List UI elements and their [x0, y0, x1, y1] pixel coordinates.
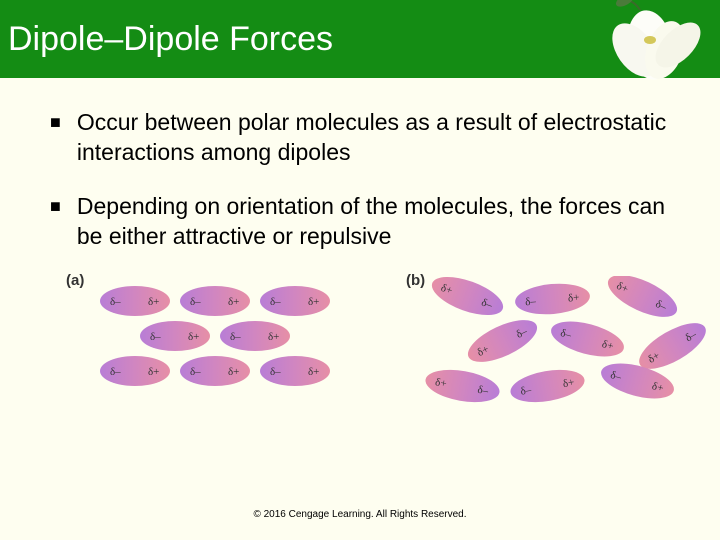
svg-text:δ+: δ+ [228, 366, 239, 378]
bullet-text: Occur between polar molecules as a resul… [77, 108, 680, 168]
svg-text:δ+: δ+ [188, 331, 199, 343]
panel-b: (b) δ+δ–δ–δ+δ+δ–δ+δ–δ–δ+δ+δ–δ+δ–δ–δ+δ–δ+ [410, 276, 720, 416]
bullet-item: ■ Occur between polar molecules as a res… [50, 108, 680, 168]
svg-text:δ+: δ+ [148, 296, 159, 308]
copyright-footer: © 2016 Cengage Learning. All Rights Rese… [0, 509, 720, 520]
svg-text:δ+: δ+ [562, 376, 575, 390]
svg-text:δ+: δ+ [434, 376, 447, 390]
svg-text:δ+: δ+ [268, 331, 279, 343]
svg-text:δ–: δ– [190, 366, 201, 378]
svg-text:δ–: δ– [150, 331, 161, 343]
title-bar: Dipole–Dipole Forces [0, 0, 720, 78]
svg-text:δ–: δ– [270, 366, 281, 378]
content-area: ■ Occur between polar molecules as a res… [0, 78, 720, 416]
svg-text:δ+: δ+ [308, 296, 319, 308]
svg-text:δ–: δ– [110, 366, 121, 378]
svg-text:δ–: δ– [110, 296, 121, 308]
flower-decoration [590, 0, 710, 80]
svg-text:δ+: δ+ [568, 291, 580, 304]
panel-a: (a) δ–δ+δ–δ+δ–δ+δ–δ+δ–δ+δ–δ+δ–δ+δ–δ+ [70, 276, 350, 406]
slide-title: Dipole–Dipole Forces [0, 20, 333, 59]
svg-text:δ–: δ– [190, 296, 201, 308]
bullet-marker: ■ [50, 196, 61, 252]
panel-b-label: (b) [406, 272, 425, 289]
panel-a-molecules: δ– δ+ δ– δ+ δ– δ+ δ– δ+ δ– δ+ δ– δ+ δ– δ+ δ– δ+ [70, 276, 350, 406]
panel-b-molecules: δ+δ–δ–δ+δ+δ–δ+δ–δ–δ+δ+δ–δ+δ–δ–δ+δ–δ+ [410, 276, 720, 416]
svg-text:δ–: δ– [230, 331, 241, 343]
svg-text:δ–: δ– [270, 296, 281, 308]
panel-a-label: (a) [66, 272, 84, 289]
svg-text:δ+: δ+ [148, 366, 159, 378]
svg-text:δ+: δ+ [228, 296, 239, 308]
bullet-marker: ■ [50, 112, 61, 168]
svg-text:δ–: δ– [525, 295, 537, 308]
bullet-item: ■ Depending on orientation of the molecu… [50, 192, 680, 252]
svg-text:δ+: δ+ [308, 366, 319, 378]
diagram-container: (a) δ–δ+δ–δ+δ–δ+δ–δ+δ–δ+δ–δ+δ–δ+δ–δ+ (b)… [50, 276, 680, 416]
bullet-text: Depending on orientation of the molecule… [77, 192, 680, 252]
